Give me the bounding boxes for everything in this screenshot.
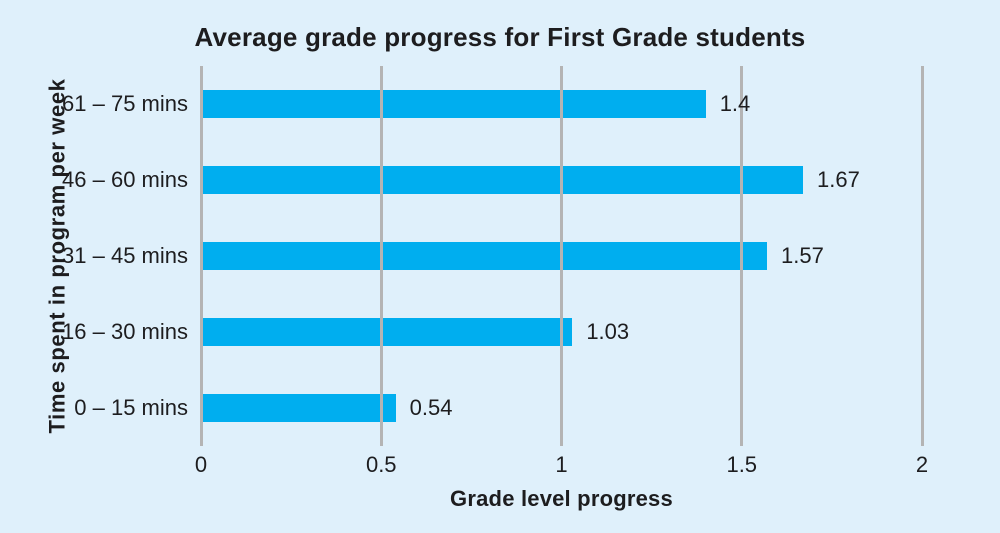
chart-title: Average grade progress for First Grade s… [194, 22, 806, 52]
category-label: 46 – 60 mins [62, 167, 188, 192]
x-tick-label: 1.5 [726, 452, 758, 477]
x-axis-ticks: 0 0.5 1 1.5 2 [195, 452, 928, 478]
value-label: 1.03 [586, 319, 630, 344]
bar [201, 242, 767, 270]
category-label: 31 – 45 mins [62, 243, 188, 268]
x-tick-label: 1 [555, 452, 568, 477]
gridline [560, 66, 563, 446]
category-label: 0 – 15 mins [74, 395, 188, 420]
bar-row: 31 – 45 mins 1.57 [62, 218, 922, 294]
bar [201, 318, 573, 346]
value-label: 1.4 [719, 91, 751, 116]
category-label: 61 – 75 mins [62, 91, 188, 116]
x-tick-label: 0 [194, 452, 208, 477]
value-label: 0.54 [409, 395, 453, 420]
category-label: 16 – 30 mins [62, 319, 188, 344]
value-label: 1.67 [817, 167, 860, 192]
x-axis-title: Grade level progress [450, 486, 673, 511]
bar [201, 394, 396, 422]
gridline [740, 66, 744, 446]
x-tick-label: 2 [915, 452, 929, 477]
bar-row: 0 – 15 mins 0.54 [74, 370, 922, 446]
value-label: 1.57 [780, 243, 824, 268]
bar [201, 166, 804, 194]
bar-row: 61 – 75 mins 1.4 [62, 66, 922, 142]
bar-row: 46 – 60 mins 1.67 [62, 142, 922, 218]
bar-row: 16 – 30 mins 1.03 [62, 294, 922, 370]
bar [201, 90, 706, 118]
x-tick-label: 0.5 [365, 452, 397, 477]
gridline [379, 66, 383, 446]
plot-area: 61 – 75 mins 1.4 46 – 60 mins 1.67 31 – 45 m… [62, 66, 924, 446]
gridline [199, 66, 203, 446]
gridline [920, 66, 924, 446]
